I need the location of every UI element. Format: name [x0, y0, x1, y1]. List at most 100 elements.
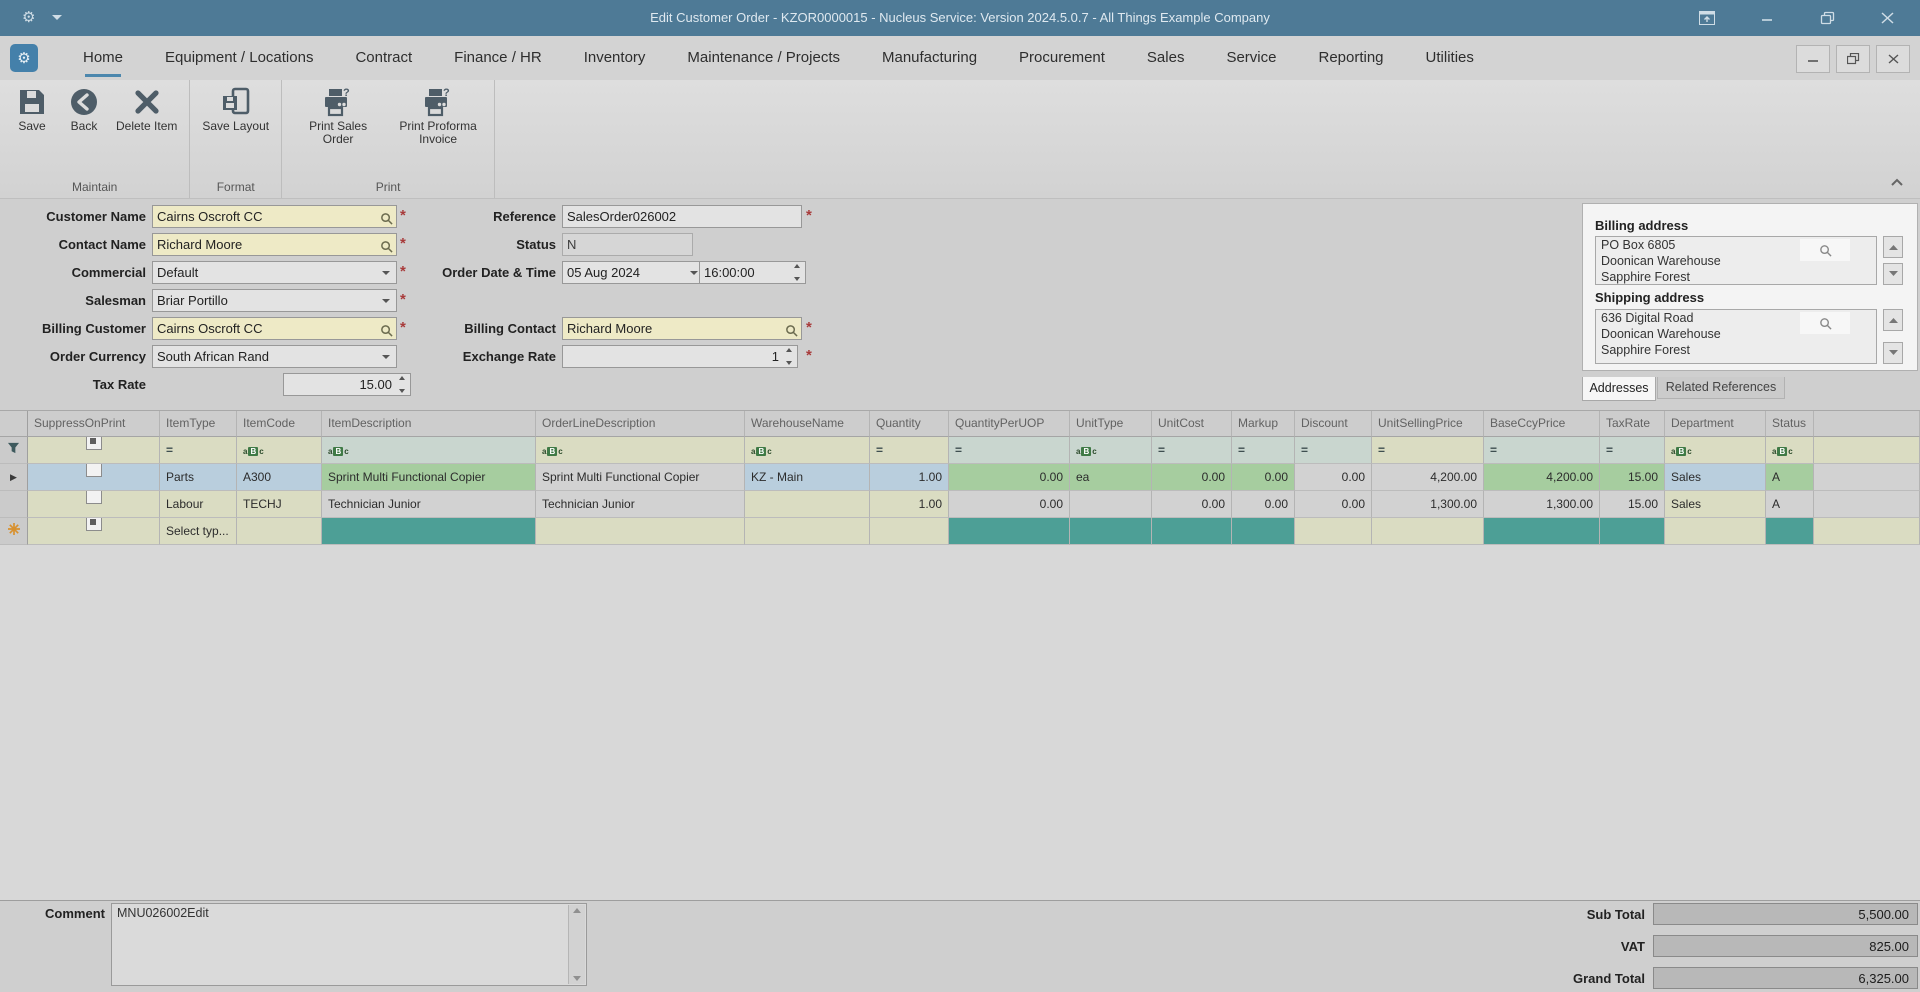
cell-department[interactable]: Sales: [1665, 491, 1766, 518]
cell-orderlinedescription[interactable]: [536, 518, 745, 545]
scroll-up-button[interactable]: [1883, 309, 1903, 331]
tab-procurement[interactable]: Procurement: [1019, 49, 1105, 66]
customer-name-field[interactable]: Cairns Oscroft CC: [152, 205, 397, 228]
exchange-rate-field[interactable]: 1: [562, 345, 798, 368]
collapse-ribbon-button[interactable]: [1890, 174, 1908, 190]
cell-taxrate[interactable]: [1600, 518, 1665, 545]
search-icon[interactable]: [1800, 239, 1850, 261]
quick-access-gear-icon[interactable]: ⚙: [22, 9, 36, 26]
column-header-unittype[interactable]: UnitType: [1070, 411, 1152, 437]
shipping-address-box[interactable]: 636 Digital Road Doonican Warehouse Sapp…: [1595, 309, 1877, 364]
search-icon[interactable]: [1800, 312, 1850, 334]
cell-quantity[interactable]: 1.00: [870, 464, 949, 491]
document-close-button[interactable]: [1876, 45, 1910, 73]
cell-orderlinedescription[interactable]: Technician Junior: [536, 491, 745, 518]
salesman-dropdown[interactable]: Briar Portillo: [152, 289, 397, 312]
cell-quantityperuop[interactable]: [949, 518, 1070, 545]
cell-suppressonprint[interactable]: [28, 464, 160, 491]
tab-manufacturing[interactable]: Manufacturing: [881, 49, 978, 66]
cell-warehousename[interactable]: KZ - Main: [745, 464, 870, 491]
cell-warehousename[interactable]: [745, 518, 870, 545]
cell-unitcost[interactable]: [1152, 518, 1232, 545]
scroll-down-button[interactable]: [1883, 342, 1903, 364]
cell-suppressonprint[interactable]: [28, 491, 160, 518]
filter-cell-quantity[interactable]: =: [870, 437, 949, 464]
search-icon[interactable]: [380, 322, 393, 339]
cell-orderlinedescription[interactable]: Sprint Multi Functional Copier: [536, 464, 745, 491]
scroll-up-button[interactable]: [1883, 236, 1903, 258]
cell-status[interactable]: [1766, 518, 1814, 545]
cell-itemdescription[interactable]: Sprint Multi Functional Copier: [322, 464, 536, 491]
search-icon[interactable]: [380, 238, 393, 255]
cell-itemdescription[interactable]: [322, 518, 536, 545]
filter-cell-suppressonprint[interactable]: [28, 437, 160, 464]
column-header-taxrate[interactable]: TaxRate: [1600, 411, 1665, 437]
cell-unitcost[interactable]: 0.00: [1152, 464, 1232, 491]
cell-department[interactable]: [1665, 518, 1766, 545]
save-button[interactable]: Save: [8, 84, 56, 135]
cell-quantityperuop[interactable]: 0.00: [949, 491, 1070, 518]
cell-department[interactable]: Sales: [1665, 464, 1766, 491]
tab-reporting[interactable]: Reporting: [1318, 49, 1384, 66]
suppress-on-print-checkbox[interactable]: [85, 464, 102, 477]
cell-baseccyprice[interactable]: [1484, 518, 1600, 545]
print-sales-order-button[interactable]: ? Print Sales Order: [290, 84, 386, 148]
cell-itemcode[interactable]: [237, 518, 322, 545]
save-layout-button[interactable]: Save Layout: [198, 84, 273, 135]
filter-cell-discount[interactable]: =: [1295, 437, 1372, 464]
cell-unittype[interactable]: [1070, 518, 1152, 545]
tax-rate-field[interactable]: 15.00: [283, 373, 411, 396]
filter-cell-markup[interactable]: =: [1232, 437, 1295, 464]
suppress-on-print-checkbox[interactable]: [85, 437, 102, 450]
print-proforma-invoice-button[interactable]: ? Print Proforma Invoice: [390, 84, 486, 148]
filter-cell-itemtype[interactable]: =: [160, 437, 237, 464]
cell-markup[interactable]: 0.00: [1232, 491, 1295, 518]
cell-unitsellingprice[interactable]: 1,300.00: [1372, 491, 1484, 518]
cell-suppressonprint[interactable]: [28, 518, 160, 545]
table-row[interactable]: Labour TECHJ Technician Junior Technician J…: [0, 491, 1920, 518]
cell-discount[interactable]: 0.00: [1295, 464, 1372, 491]
order-currency-dropdown[interactable]: South African Rand: [152, 345, 397, 368]
app-menu-button[interactable]: ⚙: [10, 44, 38, 72]
tab-equipment-locations[interactable]: Equipment / Locations: [165, 49, 314, 66]
billing-address-box[interactable]: PO Box 6805 Doonican Warehouse Sapphire …: [1595, 236, 1877, 285]
column-header-discount[interactable]: Discount: [1295, 411, 1372, 437]
cell-discount[interactable]: [1295, 518, 1372, 545]
cell-unitcost[interactable]: 0.00: [1152, 491, 1232, 518]
cell-itemtype[interactable]: Labour: [160, 491, 237, 518]
filter-cell-taxrate[interactable]: =: [1600, 437, 1665, 464]
column-header-quantity[interactable]: Quantity: [870, 411, 949, 437]
cell-itemtype[interactable]: Parts: [160, 464, 237, 491]
tab-contract[interactable]: Contract: [355, 49, 413, 66]
column-header-markup[interactable]: Markup: [1232, 411, 1295, 437]
comment-scrollbar[interactable]: [568, 905, 585, 984]
cell-itemdescription[interactable]: Technician Junior: [322, 491, 536, 518]
order-date-field[interactable]: 05 Aug 2024: [562, 261, 705, 284]
cell-unitsellingprice[interactable]: [1372, 518, 1484, 545]
cell-markup[interactable]: [1232, 518, 1295, 545]
column-header-unitsellingprice[interactable]: UnitSellingPrice: [1372, 411, 1484, 437]
order-time-field[interactable]: 16:00:00: [699, 261, 806, 284]
column-header-baseccyprice[interactable]: BaseCcyPrice: [1484, 411, 1600, 437]
tab-addresses[interactable]: Addresses: [1582, 377, 1656, 401]
tab-related-references[interactable]: Related References: [1657, 377, 1785, 399]
commercial-dropdown[interactable]: Default: [152, 261, 397, 284]
spinner-buttons[interactable]: [396, 376, 408, 393]
cell-quantity[interactable]: [870, 518, 949, 545]
cell-warehousename[interactable]: [745, 491, 870, 518]
filter-cell-unitcost[interactable]: =: [1152, 437, 1232, 464]
window-restore-button[interactable]: [1810, 6, 1844, 30]
tab-sales[interactable]: Sales: [1146, 49, 1185, 66]
cell-taxrate[interactable]: 15.00: [1600, 464, 1665, 491]
tab-utilities[interactable]: Utilities: [1425, 49, 1474, 66]
suppress-on-print-checkbox[interactable]: [85, 518, 102, 531]
table-row[interactable]: Select typ...: [0, 518, 1920, 545]
search-icon[interactable]: [785, 322, 798, 339]
cell-status[interactable]: A: [1766, 464, 1814, 491]
column-header-unitcost[interactable]: UnitCost: [1152, 411, 1232, 437]
